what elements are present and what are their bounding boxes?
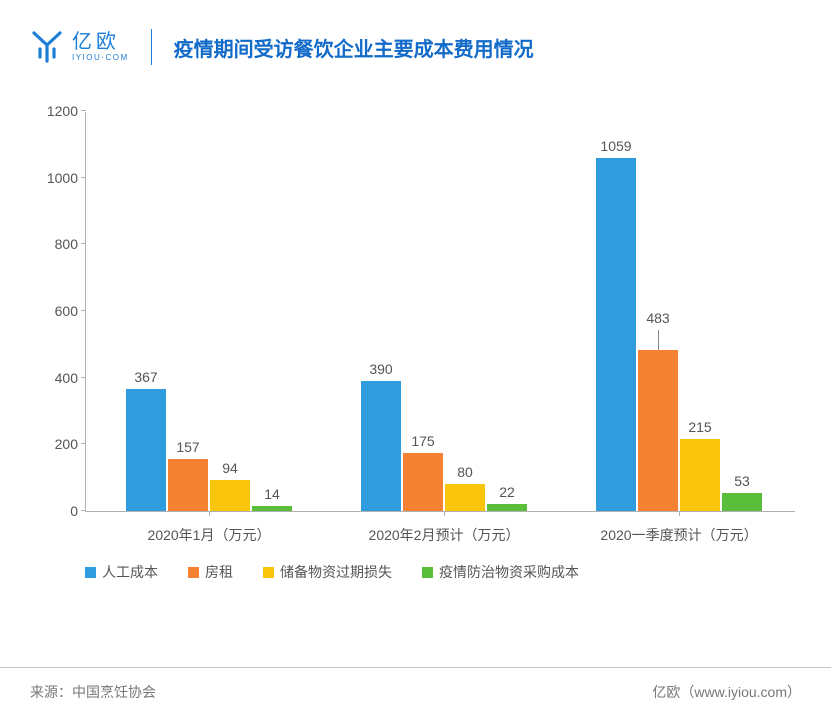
x-tick-mark (679, 511, 680, 516)
bar: 175 (403, 453, 443, 511)
legend-item: 储备物资过期损失 (263, 562, 392, 582)
y-tick-mark (81, 177, 86, 178)
y-tick-mark (81, 243, 86, 244)
header: 亿欧 IYIOU·COM 疫情期间受访餐饮企业主要成本费用情况 (0, 0, 831, 72)
bar: 22 (487, 504, 527, 511)
y-tick-label: 600 (55, 303, 86, 319)
bar-value-label: 80 (457, 464, 473, 480)
bar-value-label: 367 (134, 369, 157, 385)
bar: 390 (361, 381, 401, 511)
bar: 14 (252, 506, 292, 511)
logo-icon (30, 27, 64, 67)
source-label: 来源： (30, 684, 72, 700)
leader-line (658, 330, 659, 350)
bar-value-label: 22 (499, 484, 515, 500)
bar: 80 (445, 484, 485, 511)
x-category-label: 2020年1月（万元） (148, 525, 271, 545)
y-tick-label: 400 (55, 370, 86, 386)
x-category-label: 2020年2月预计（万元） (369, 525, 520, 545)
bar-value-label: 175 (411, 433, 434, 449)
chart-title: 疫情期间受访餐饮企业主要成本费用情况 (174, 33, 534, 62)
source: 来源：中国烹饪协会 (30, 682, 156, 702)
y-tick-mark (81, 377, 86, 378)
legend-label: 疫情防治物资采购成本 (439, 562, 579, 582)
logo-cn: 亿欧 (72, 32, 129, 52)
bar-value-label: 1059 (600, 138, 631, 154)
y-tick-mark (81, 110, 86, 111)
bar-value-label: 94 (222, 460, 238, 476)
bar: 1059 (596, 158, 636, 511)
y-tick-mark (81, 510, 86, 511)
bar-value-label: 14 (264, 486, 280, 502)
legend-label: 储备物资过期损失 (280, 562, 392, 582)
y-tick-label: 0 (70, 503, 86, 519)
plot-area: 02004006008001000120036715794142020年1月（万… (85, 112, 795, 512)
y-tick-label: 1000 (47, 170, 86, 186)
x-tick-mark (209, 511, 210, 516)
y-tick-label: 800 (55, 236, 86, 252)
legend-swatch (263, 567, 274, 578)
x-tick-mark (444, 511, 445, 516)
legend-item: 房租 (188, 562, 233, 582)
bar-value-label: 215 (688, 419, 711, 435)
bar-value-label: 53 (734, 473, 750, 489)
legend-label: 房租 (205, 562, 233, 582)
bar: 94 (210, 480, 250, 511)
legend-item: 人工成本 (85, 562, 158, 582)
legend-swatch (85, 567, 96, 578)
logo-url: IYIOU·COM (72, 54, 129, 62)
bar: 483 (638, 350, 678, 511)
bar: 53 (722, 493, 762, 511)
legend-item: 疫情防治物资采购成本 (422, 562, 579, 582)
bar-value-label: 483 (646, 310, 669, 326)
bar: 215 (680, 439, 720, 511)
footer-brand-url: （www.iyiou.com） (680, 684, 801, 700)
bar-group: 105948321553 (596, 158, 762, 511)
legend-swatch (422, 567, 433, 578)
legend-label: 人工成本 (102, 562, 158, 582)
brand-logo: 亿欧 IYIOU·COM (30, 27, 129, 67)
bar: 367 (126, 389, 166, 511)
y-tick-mark (81, 310, 86, 311)
footer: 来源：中国烹饪协会 亿欧（www.iyiou.com） (0, 667, 831, 715)
x-category-label: 2020一季度预计（万元） (600, 525, 757, 545)
chart-card: 亿欧 IYIOU·COM 疫情期间受访餐饮企业主要成本费用情况 02004006… (0, 0, 831, 715)
bar-group: 3901758022 (361, 381, 527, 511)
bar-group: 3671579414 (126, 389, 292, 511)
y-tick-label: 200 (55, 436, 86, 452)
legend: 人工成本 房租 储备物资过期损失 疫情防治物资采购成本 (85, 562, 801, 582)
bar-value-label: 157 (176, 439, 199, 455)
source-value: 中国烹饪协会 (72, 684, 156, 700)
footer-brand: 亿欧（www.iyiou.com） (652, 682, 801, 702)
footer-brand-name: 亿欧 (652, 684, 680, 700)
chart-area: 02004006008001000120036715794142020年1月（万… (30, 102, 801, 582)
y-tick-label: 1200 (47, 103, 86, 119)
y-tick-mark (81, 443, 86, 444)
logo-text: 亿欧 IYIOU·COM (72, 32, 129, 62)
legend-swatch (188, 567, 199, 578)
bar-value-label: 390 (369, 361, 392, 377)
header-divider (151, 29, 152, 65)
bar: 157 (168, 459, 208, 511)
